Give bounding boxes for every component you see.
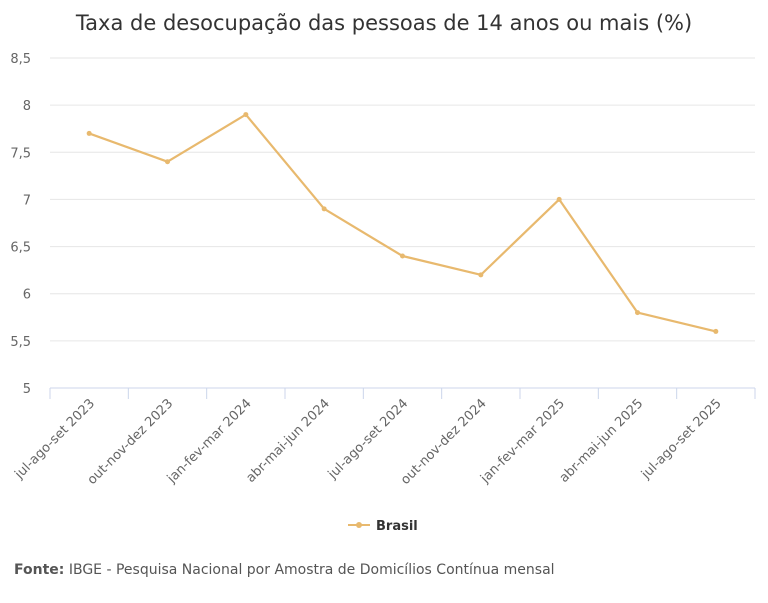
data-point: [635, 310, 640, 316]
x-tick-label: jul-ago-set 2024: [325, 396, 412, 483]
legend-label: Brasil: [376, 519, 418, 534]
data-point: [478, 272, 484, 278]
x-tick-label: out-nov-dez 2023: [85, 396, 177, 488]
data-point: [321, 206, 327, 212]
y-tick-label: 7: [23, 193, 31, 208]
x-tick-label: jul-ago-set 2023: [11, 396, 98, 483]
x-tick-label: abr-mai-jun 2025: [557, 396, 647, 486]
data-point: [556, 196, 562, 202]
source-note: Fonte: IBGE - Pesquisa Nacional por Amos…: [14, 562, 555, 578]
data-point: [400, 253, 405, 259]
chart-title: Taxa de desocupação das pessoas de 14 an…: [75, 11, 692, 35]
x-tick-label: out-nov-dez 2024: [398, 396, 490, 488]
y-tick-label: 5: [23, 382, 31, 397]
y-tick-label: 6: [23, 288, 31, 303]
line-chart: Taxa de desocupação das pessoas de 14 an…: [10, 11, 756, 534]
series-line-brasil: [88, 113, 717, 333]
data-point: [243, 112, 249, 118]
source-label: Fonte:: [14, 562, 65, 578]
x-tick-label: jul-ago-set 2025: [638, 396, 725, 483]
data-point: [165, 159, 170, 165]
legend-marker: [356, 522, 362, 528]
source-text: IBGE - Pesquisa Nacional por Amostra de …: [68, 562, 555, 578]
x-tick-label: jan-fev-mar 2025: [477, 396, 568, 487]
data-point: [713, 328, 719, 334]
y-tick-label: 8: [23, 99, 31, 114]
y-tick-label: 8,5: [10, 52, 31, 67]
x-tick-label: jan-fev-mar 2024: [164, 396, 255, 487]
y-tick-label: 6,5: [10, 241, 31, 256]
x-tick-label: abr-mai-jun 2024: [243, 396, 333, 486]
y-tick-label: 5,5: [10, 335, 31, 350]
legend-item-brasil[interactable]: Brasil: [348, 519, 418, 534]
data-point: [86, 130, 92, 136]
y-tick-label: 7,5: [10, 146, 31, 161]
